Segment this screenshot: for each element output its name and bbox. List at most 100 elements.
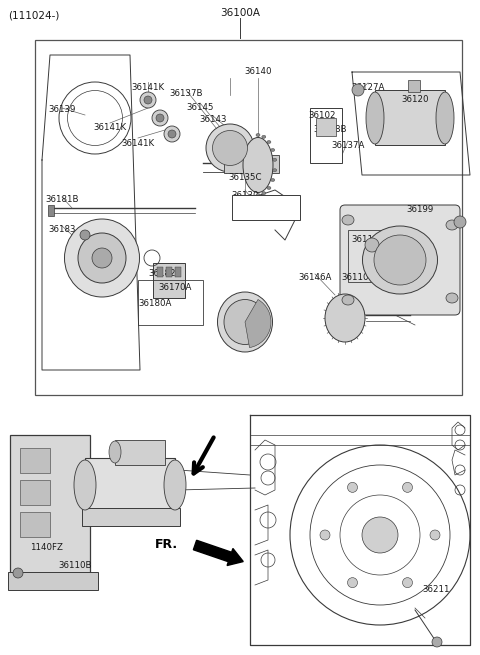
Text: 36140: 36140 — [244, 67, 272, 77]
Ellipse shape — [366, 92, 384, 144]
Ellipse shape — [156, 114, 164, 122]
Text: 36183: 36183 — [48, 225, 76, 234]
Ellipse shape — [273, 159, 277, 161]
Ellipse shape — [109, 441, 121, 463]
Text: 36145: 36145 — [186, 102, 214, 111]
Ellipse shape — [362, 226, 437, 294]
Text: 36100A: 36100A — [220, 8, 260, 18]
Ellipse shape — [446, 293, 458, 303]
Text: 36110: 36110 — [341, 274, 369, 282]
Circle shape — [365, 238, 379, 252]
Text: 36180A: 36180A — [138, 299, 172, 307]
Circle shape — [348, 482, 358, 493]
Ellipse shape — [262, 192, 266, 195]
Bar — [48, 205, 54, 216]
Bar — [175, 267, 181, 277]
Text: 36141K: 36141K — [121, 138, 155, 147]
Bar — [157, 267, 163, 277]
Circle shape — [454, 216, 466, 228]
Text: (111024-): (111024-) — [8, 10, 60, 20]
Text: 36138B: 36138B — [313, 126, 347, 134]
Bar — [20, 480, 50, 505]
Bar — [138, 280, 203, 325]
Bar — [224, 155, 279, 173]
Ellipse shape — [78, 233, 126, 283]
Ellipse shape — [432, 637, 442, 647]
Ellipse shape — [74, 460, 96, 510]
Ellipse shape — [206, 124, 254, 172]
Ellipse shape — [168, 130, 176, 138]
Bar — [85, 458, 175, 513]
Ellipse shape — [164, 460, 186, 510]
Bar — [115, 440, 165, 465]
Bar — [35, 40, 462, 395]
Text: 36141K: 36141K — [94, 124, 127, 132]
Text: 36110B: 36110B — [58, 561, 92, 569]
Text: 36137B: 36137B — [169, 88, 203, 98]
Text: 36146A: 36146A — [298, 274, 332, 282]
Text: 36130: 36130 — [231, 191, 259, 200]
Text: 36139: 36139 — [48, 105, 76, 115]
Bar — [348, 230, 413, 282]
Circle shape — [362, 517, 398, 553]
Bar — [20, 448, 50, 473]
Ellipse shape — [243, 138, 273, 193]
Ellipse shape — [325, 294, 365, 342]
Ellipse shape — [271, 179, 275, 181]
Ellipse shape — [436, 92, 454, 144]
Circle shape — [403, 578, 412, 588]
Text: 36211: 36211 — [422, 586, 449, 595]
Ellipse shape — [64, 219, 140, 297]
Text: 36170A: 36170A — [158, 282, 192, 291]
Ellipse shape — [256, 193, 260, 196]
Ellipse shape — [92, 248, 112, 268]
Text: 36199: 36199 — [407, 206, 433, 214]
Ellipse shape — [152, 110, 168, 126]
Ellipse shape — [446, 220, 458, 230]
Ellipse shape — [217, 292, 273, 352]
Ellipse shape — [374, 235, 426, 285]
Circle shape — [430, 530, 440, 540]
Bar — [8, 572, 98, 590]
Bar — [10, 435, 90, 580]
Ellipse shape — [271, 149, 275, 151]
Ellipse shape — [267, 141, 271, 143]
Bar — [153, 263, 185, 298]
Circle shape — [403, 482, 412, 493]
Ellipse shape — [267, 187, 271, 189]
Ellipse shape — [224, 299, 266, 345]
Circle shape — [320, 530, 330, 540]
FancyArrow shape — [193, 540, 243, 565]
Ellipse shape — [144, 96, 152, 104]
Text: 36127A: 36127A — [351, 83, 384, 92]
Text: 36120: 36120 — [401, 96, 429, 105]
Ellipse shape — [164, 126, 180, 142]
Bar — [316, 118, 336, 136]
Bar — [375, 90, 445, 145]
Bar — [82, 508, 180, 526]
Ellipse shape — [273, 169, 277, 172]
Circle shape — [348, 578, 358, 588]
Text: 36102: 36102 — [308, 111, 336, 119]
Bar — [20, 512, 50, 537]
Ellipse shape — [342, 215, 354, 225]
Circle shape — [13, 568, 23, 578]
Bar — [310, 108, 342, 163]
Circle shape — [80, 230, 90, 240]
Text: 36112H: 36112H — [351, 236, 385, 244]
Text: 36181B: 36181B — [45, 195, 79, 204]
Text: FR.: FR. — [155, 538, 178, 552]
Bar — [408, 80, 420, 92]
Ellipse shape — [213, 130, 248, 166]
Ellipse shape — [256, 134, 260, 136]
Text: 36141K: 36141K — [132, 83, 165, 92]
Text: 36150: 36150 — [224, 314, 252, 322]
Text: 36137A: 36137A — [331, 141, 365, 149]
Text: 1140FZ: 1140FZ — [30, 544, 63, 553]
Ellipse shape — [342, 295, 354, 305]
FancyBboxPatch shape — [340, 205, 460, 315]
Ellipse shape — [262, 136, 266, 138]
Circle shape — [352, 84, 364, 96]
Text: 36143: 36143 — [199, 115, 227, 124]
Bar — [166, 267, 172, 277]
